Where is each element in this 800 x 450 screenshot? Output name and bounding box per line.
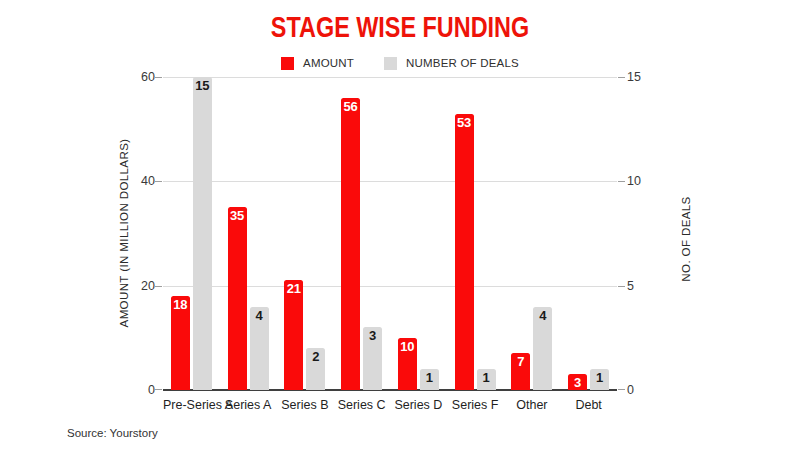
legend-item: NUMBER OF DEALS (384, 57, 519, 70)
gridline (163, 77, 617, 78)
source-credit: Source: Yourstory (67, 427, 158, 439)
left-tick-label: 60 (115, 70, 155, 84)
right-tick-mark (618, 389, 625, 390)
bar-value-label: 1 (469, 371, 503, 385)
bar-value-label: 53 (447, 116, 481, 130)
deals-bar (193, 77, 212, 390)
right-tick-mark (618, 286, 625, 287)
chart-area: 02040600510151815Pre-Series A354Series A… (163, 77, 617, 390)
x-axis-label: Series F (447, 398, 504, 412)
bar-value-label: 4 (526, 309, 560, 323)
chart-page: STAGE WISE FUNDING AMOUNT NUMBER OF DEALS… (0, 0, 800, 450)
bar-value-label: 4 (242, 309, 276, 323)
x-axis-label: Series B (277, 398, 334, 412)
right-tick-mark (618, 77, 625, 78)
left-tick-label: 40 (115, 174, 155, 188)
chart-title: STAGE WISE FUNDING (88, 8, 712, 46)
bar-value-label: 35 (220, 209, 254, 223)
bar-value-label: 21 (277, 282, 311, 296)
left-tick-mark (155, 181, 162, 182)
bar-value-label: 1 (583, 371, 617, 385)
legend-item: AMOUNT (281, 57, 354, 70)
left-tick-label: 20 (115, 279, 155, 293)
right-tick-label: 5 (627, 279, 634, 293)
amount-bar (455, 114, 474, 390)
right-tick-label: 10 (627, 174, 641, 188)
x-axis-label: Debt (560, 398, 617, 412)
legend-label: AMOUNT (303, 57, 354, 69)
bar-value-label: 1 (412, 371, 446, 385)
amount-bar (284, 280, 303, 390)
x-axis-label: Series A (220, 398, 277, 412)
bar-value-label: 15 (185, 79, 219, 93)
bar-value-label: 56 (334, 100, 368, 114)
bar-value-label: 2 (299, 350, 333, 364)
x-axis-label: Other (504, 398, 561, 412)
right-tick-label: 0 (627, 383, 634, 397)
plot-area: 02040600510151815Pre-Series A354Series A… (163, 77, 617, 390)
amount-bar (228, 207, 247, 390)
x-axis-label: Series C (333, 398, 390, 412)
legend-swatch (281, 57, 294, 70)
bar-value-label: 10 (390, 340, 424, 354)
right-tick-label: 15 (627, 70, 641, 84)
amount-bar (341, 98, 360, 390)
right-tick-mark (618, 181, 625, 182)
left-tick-mark (155, 286, 162, 287)
x-axis-label: Series D (390, 398, 447, 412)
bar-value-label: 3 (356, 329, 390, 343)
right-axis-title: NO. OF DEALS (680, 196, 692, 281)
x-axis-label: Pre-Series A (163, 398, 220, 412)
legend-swatch (384, 57, 397, 70)
left-tick-mark (155, 77, 162, 78)
gridline (163, 181, 617, 182)
legend-label: NUMBER OF DEALS (406, 57, 519, 69)
left-axis-title: AMOUNT (IN MILLION DOLLARS) (118, 139, 130, 328)
left-tick-label: 0 (115, 383, 155, 397)
chart-legend: AMOUNT NUMBER OF DEALS (0, 55, 800, 71)
left-tick-mark (155, 389, 162, 390)
